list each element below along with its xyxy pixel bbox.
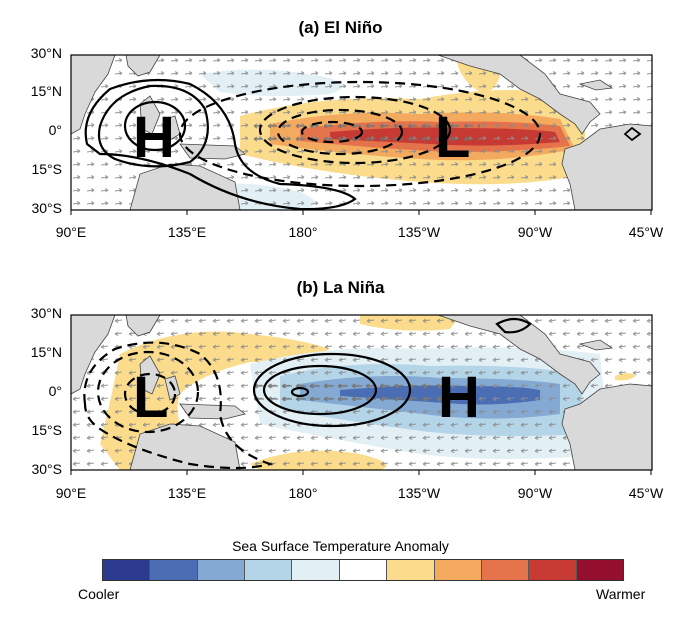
panel-b-lat-30n: 30°N bbox=[30, 305, 62, 321]
panel-b-lat-30s: 30°S bbox=[31, 461, 62, 477]
colorbar-low-label: Cooler bbox=[78, 586, 120, 602]
colorbar-cell-1 bbox=[150, 560, 198, 580]
colorbar-cell-8 bbox=[481, 560, 530, 580]
panel-b-lat-15n: 15°N bbox=[30, 344, 62, 360]
colorbar-cell-9 bbox=[529, 560, 577, 580]
panel-b-lat-0: 0° bbox=[48, 383, 62, 399]
panel-a-lon-180: 180° bbox=[288, 224, 318, 240]
panel-b-lon-135e: 135°E bbox=[167, 485, 207, 501]
colorbar-cell-10 bbox=[576, 560, 623, 580]
panel-a-lat-15n: 15°N bbox=[30, 83, 62, 99]
colorbar-cell-5 bbox=[339, 560, 388, 580]
panel-b-lat-15s: 15°S bbox=[31, 422, 62, 438]
panel-a-lon-135e: 135°E bbox=[167, 224, 207, 240]
panel-a-high-marker: H bbox=[133, 105, 175, 170]
colorbar bbox=[102, 559, 624, 581]
colorbar-cell-2 bbox=[197, 560, 246, 580]
panel-b-low-marker: L bbox=[133, 365, 168, 430]
panel-b-land bbox=[71, 315, 652, 470]
panel-a-land bbox=[71, 55, 652, 210]
colorbar-high-label: Warmer bbox=[596, 586, 646, 602]
panel-b-title: (b) La Niña bbox=[296, 278, 385, 297]
panel-b-lon-90e: 90°E bbox=[55, 485, 87, 501]
panel-a-low-marker: L bbox=[435, 105, 470, 170]
panel-a-lat-15s: 15°S bbox=[31, 161, 62, 177]
panel-a-lon-90e: 90°E bbox=[55, 224, 87, 240]
panel-a-lon-90w: 90°W bbox=[517, 224, 553, 240]
colorbar-cell-3 bbox=[245, 560, 293, 580]
panel-b-lon-135w: 135°W bbox=[397, 485, 441, 501]
colorbar-cell-0 bbox=[103, 560, 151, 580]
colorbar-cell-4 bbox=[292, 560, 340, 580]
panel-b-map: L H bbox=[70, 314, 653, 475]
colorbar-cell-7 bbox=[434, 560, 482, 580]
panel-a-lat-30n: 30°N bbox=[30, 45, 62, 61]
panel-a-title: (a) El Niño bbox=[298, 18, 383, 37]
panel-a-lon-45w: 45°W bbox=[628, 224, 664, 240]
panel-b-lon-180: 180° bbox=[288, 485, 318, 501]
panel-b-high-marker: H bbox=[438, 365, 480, 430]
panel-a-contours bbox=[84, 78, 642, 210]
panel-a-lon-135w: 135°W bbox=[397, 224, 441, 240]
colorbar-cell-6 bbox=[387, 560, 435, 580]
panel-a-map: H L bbox=[70, 54, 653, 215]
panel-a-lat-0: 0° bbox=[48, 122, 62, 138]
panel-a-lat-30s: 30°S bbox=[31, 200, 62, 216]
colorbar-title: Sea Surface Temperature Anomaly bbox=[232, 538, 449, 554]
panel-b-contours bbox=[83, 317, 532, 470]
panel-b-lon-45w: 45°W bbox=[628, 485, 664, 501]
panel-b-lon-90w: 90°W bbox=[517, 485, 553, 501]
